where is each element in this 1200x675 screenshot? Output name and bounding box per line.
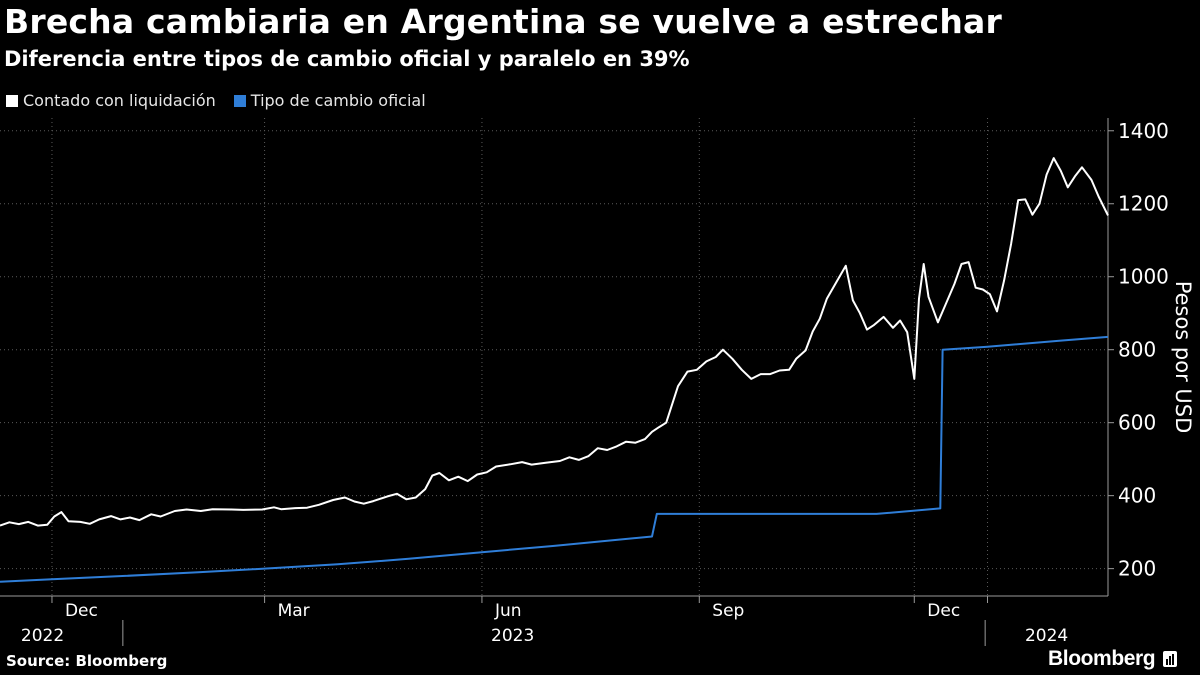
y-axis-title: Pesos por USD bbox=[1171, 281, 1195, 434]
y-tick-label-1200: 1200 bbox=[1118, 192, 1169, 216]
bloomberg-logo: Bloomberg bbox=[1048, 647, 1178, 671]
legend-item-ccl: Contado con liquidación bbox=[6, 91, 216, 110]
brand-text: Bloomberg bbox=[1048, 647, 1156, 670]
legend-swatch-ccl bbox=[6, 94, 18, 107]
x-tick-label-3: Sep bbox=[712, 601, 744, 621]
x-tick-label-1: Mar bbox=[278, 601, 310, 621]
y-tick-label-200: 200 bbox=[1118, 557, 1156, 581]
series-line-oficial bbox=[0, 335, 1109, 583]
y-tick-label-800: 800 bbox=[1118, 338, 1156, 362]
chart-title: Brecha cambiaria en Argentina se vuelve … bbox=[4, 2, 1002, 41]
series-line-ccl bbox=[0, 157, 1109, 527]
legend: Contado con liquidación Tipo de cambio o… bbox=[6, 91, 444, 110]
legend-label-oficial: Tipo de cambio oficial bbox=[250, 91, 426, 110]
y-tick-label-1400: 1400 bbox=[1118, 119, 1169, 143]
legend-item-oficial: Tipo de cambio oficial bbox=[233, 91, 426, 110]
year-label-2024: 2024 bbox=[1025, 626, 1068, 646]
y-tick-label-600: 600 bbox=[1118, 411, 1156, 435]
legend-label-ccl: Contado con liquidación bbox=[23, 91, 216, 110]
year-label-2022: 2022 bbox=[21, 626, 64, 646]
y-tick-label-1000: 1000 bbox=[1118, 265, 1169, 289]
bar-chart-icon bbox=[1163, 651, 1178, 667]
x-tick-label-2: Jun bbox=[494, 601, 522, 621]
source-note: Source: Bloomberg bbox=[6, 652, 168, 670]
chart-subtitle: Diferencia entre tipos de cambio oficial… bbox=[4, 47, 690, 71]
year-label-2023: 2023 bbox=[491, 626, 534, 646]
x-tick-label-4: Dec bbox=[927, 601, 960, 621]
y-tick-label-400: 400 bbox=[1118, 484, 1156, 508]
x-tick-label-0: Dec bbox=[65, 601, 98, 621]
legend-swatch-oficial bbox=[233, 94, 246, 107]
